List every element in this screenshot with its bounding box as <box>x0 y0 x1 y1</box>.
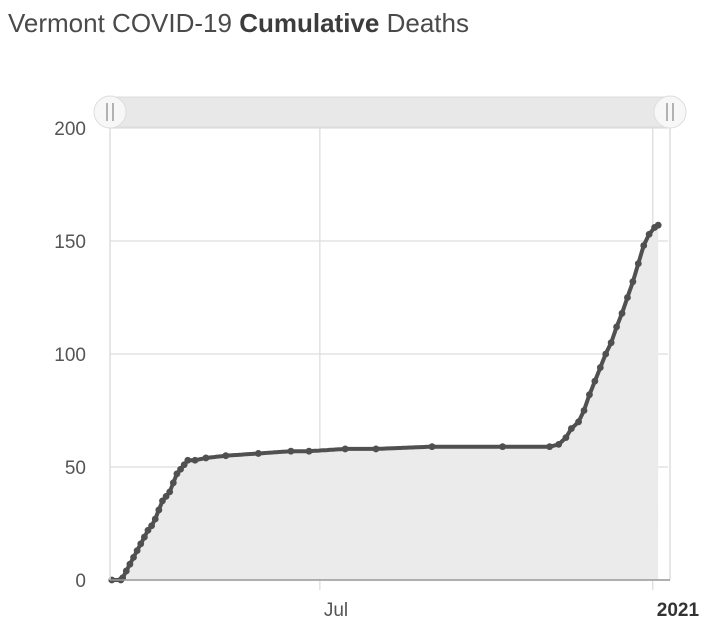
data-point <box>191 456 199 464</box>
y-tick-label: 100 <box>54 345 86 366</box>
data-point <box>287 447 295 455</box>
data-point <box>580 407 588 414</box>
range-navigator[interactable] <box>93 95 687 129</box>
data-point <box>166 488 174 496</box>
data-point <box>130 554 137 561</box>
y-tick-label: 200 <box>54 119 86 140</box>
data-point <box>562 434 570 442</box>
navigator-left-handle[interactable] <box>93 95 127 129</box>
data-point <box>133 547 141 555</box>
data-point <box>122 567 130 575</box>
title-part2: Deaths <box>379 8 469 38</box>
data-point <box>613 323 620 331</box>
axes <box>109 128 671 581</box>
data-point <box>575 418 582 426</box>
x-tick-label: 2021 <box>657 600 700 621</box>
data-point <box>654 221 662 229</box>
x-tick-label: Jul <box>324 600 348 621</box>
data-point <box>144 526 152 534</box>
data-point <box>607 339 615 347</box>
title-bold: Cumulative <box>239 8 380 38</box>
data-point <box>151 515 159 523</box>
grip-icon[interactable] <box>93 95 127 129</box>
data-point <box>184 456 192 464</box>
data-point <box>634 260 642 267</box>
grip-icon[interactable] <box>653 95 687 129</box>
data-point <box>159 497 166 505</box>
navigator-bar[interactable] <box>109 96 671 128</box>
data-point <box>126 560 134 568</box>
data-points <box>108 221 662 584</box>
data-point <box>169 479 177 487</box>
data-point <box>202 454 210 462</box>
data-point <box>428 443 436 451</box>
data-point <box>155 506 163 514</box>
data-point <box>602 350 610 358</box>
chart-title: Vermont COVID-19 Cumulative Deaths <box>8 8 469 39</box>
data-point <box>596 364 604 371</box>
data-point <box>629 278 637 286</box>
data-point <box>640 242 648 249</box>
data-point <box>555 441 563 448</box>
data-point <box>305 447 313 455</box>
data-point <box>372 445 380 453</box>
area-fill <box>111 225 659 580</box>
y-tick-label: 50 <box>65 458 86 479</box>
data-point <box>148 522 156 530</box>
data-point <box>341 445 349 453</box>
x-axis-labels: Jul 2021 <box>324 600 700 621</box>
data-point <box>645 230 653 238</box>
y-axis-labels: 0 50 100 150 200 <box>54 119 86 592</box>
data-point <box>499 443 506 451</box>
data-point <box>173 470 181 478</box>
data-point <box>567 425 575 432</box>
title-part1: Vermont COVID-19 <box>8 8 240 38</box>
data-point <box>624 294 631 301</box>
y-tick-label: 0 <box>75 571 86 592</box>
y-tick-label: 150 <box>54 232 86 253</box>
data-point <box>222 452 230 460</box>
navigator-right-handle[interactable] <box>653 95 687 129</box>
data-point <box>137 540 145 548</box>
data-point <box>618 309 626 317</box>
data-point <box>162 492 170 500</box>
data-point <box>586 391 593 399</box>
data-point <box>180 461 188 469</box>
data-point <box>254 450 262 457</box>
data-point <box>546 443 554 451</box>
data-point <box>177 465 184 473</box>
data-point <box>591 377 599 385</box>
data-point <box>140 533 148 541</box>
